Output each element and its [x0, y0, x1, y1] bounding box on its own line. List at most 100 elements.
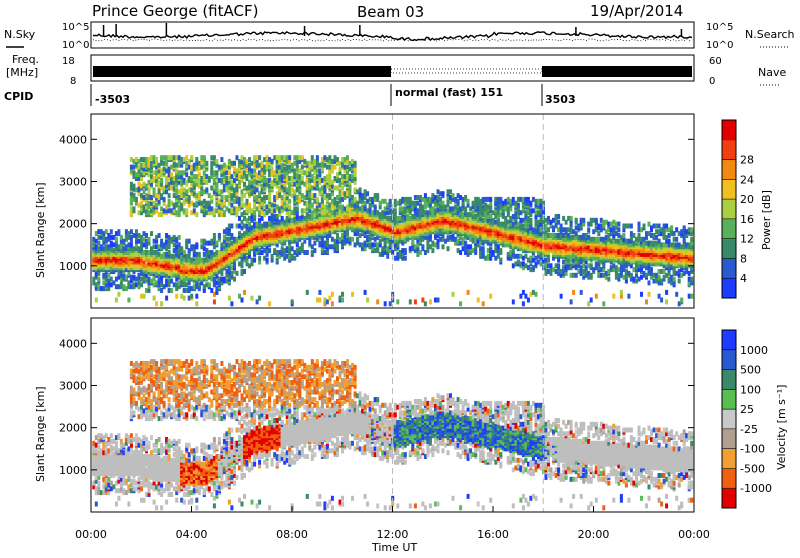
power-cell [384, 301, 387, 306]
nave-tick-top: 60 [709, 56, 722, 67]
power-cell [230, 193, 233, 198]
power-cell [170, 165, 173, 170]
power-cell [291, 218, 294, 223]
power-cell [311, 186, 314, 191]
power-cell [150, 174, 153, 179]
power-cell [414, 299, 417, 304]
power-cell [512, 197, 515, 202]
power-cell [165, 296, 168, 301]
power-cell [331, 199, 334, 204]
power-cell [477, 298, 480, 303]
power-cell [532, 208, 535, 213]
freq-block-3 [542, 66, 692, 77]
power-cell [230, 265, 233, 270]
power-cell [130, 229, 133, 234]
power-cell [331, 244, 334, 249]
power-cell [160, 301, 163, 306]
power-cell [346, 155, 349, 160]
power-cell [266, 258, 269, 263]
power-cell [560, 294, 563, 299]
power-cell [572, 229, 575, 234]
power-cell [150, 246, 153, 251]
power-cell [230, 208, 233, 213]
power-cell [351, 292, 354, 297]
power-cell [492, 210, 495, 215]
power-cell [459, 301, 462, 306]
power-cell [306, 250, 309, 255]
power-cell [376, 299, 379, 304]
power-cell [291, 163, 294, 168]
power-cell [313, 248, 316, 253]
power-cell [535, 292, 538, 297]
power-cell [170, 254, 173, 259]
power-cell [183, 296, 186, 301]
power-cell [251, 258, 254, 263]
power-cell [210, 155, 213, 160]
power-cell [213, 233, 216, 238]
power-cell [150, 161, 153, 166]
power-cell [557, 214, 560, 219]
power-cell [301, 176, 304, 181]
power-cell [492, 218, 495, 223]
power-cell [582, 218, 585, 223]
power-cell [133, 206, 136, 211]
power-cell [590, 298, 593, 303]
power-cell [316, 155, 319, 160]
power-cell [311, 244, 314, 249]
power-cell [351, 174, 354, 179]
cpid-segment-3: 3503 [545, 93, 576, 106]
power-cell [311, 155, 314, 160]
power-cell [230, 271, 233, 276]
noise-panel: 10^5 10^0 10^5 10^0 [62, 22, 733, 51]
power-cell [230, 174, 233, 179]
power-cell [291, 176, 294, 181]
nsearch-label: N.Search [745, 28, 795, 41]
power-cell [130, 275, 133, 280]
power-cell [210, 161, 213, 166]
power-cell [155, 157, 158, 162]
power-cell [213, 299, 216, 304]
power-cell [203, 155, 206, 160]
power-cell [331, 180, 334, 185]
power-cell [467, 199, 470, 204]
power-cell [215, 159, 218, 164]
power-cell [570, 299, 573, 304]
power-cell [241, 298, 244, 303]
power-cell [291, 193, 294, 198]
power-cell [190, 286, 193, 291]
power-cell [557, 263, 560, 268]
power-cell [160, 178, 163, 183]
power-cell [170, 279, 173, 284]
nsearch-tick-bottom: 10^0 [706, 40, 733, 51]
power-cell [371, 197, 374, 202]
power-cell [452, 193, 455, 198]
nsky-label: N.Sky [4, 28, 36, 41]
power-cell [331, 159, 334, 164]
power-cell [150, 195, 153, 200]
power-cell [341, 292, 344, 297]
power-cell [210, 206, 213, 211]
power-cell [291, 246, 294, 251]
power-cell [489, 197, 492, 202]
power-cell [529, 218, 532, 223]
power-cell [271, 254, 274, 259]
power-cell [251, 208, 254, 213]
power-cell [404, 256, 407, 261]
power-cell [291, 254, 294, 259]
power-cell [404, 248, 407, 253]
power-cell [251, 168, 254, 173]
power-cell [195, 212, 198, 217]
power-cell [311, 203, 314, 208]
cpid-bar: -3503 normal (fast) 151 3503 [91, 84, 576, 106]
power-cell [143, 294, 146, 299]
nsearch-series [93, 39, 692, 41]
power-cell [366, 191, 369, 196]
power-cell [175, 294, 178, 299]
power-cell [150, 279, 153, 284]
power-cell [230, 161, 233, 166]
power-cell [482, 301, 485, 306]
power-cell [311, 193, 314, 198]
power-cell [251, 225, 254, 230]
power-cell [512, 222, 515, 227]
power-cell [575, 218, 578, 223]
